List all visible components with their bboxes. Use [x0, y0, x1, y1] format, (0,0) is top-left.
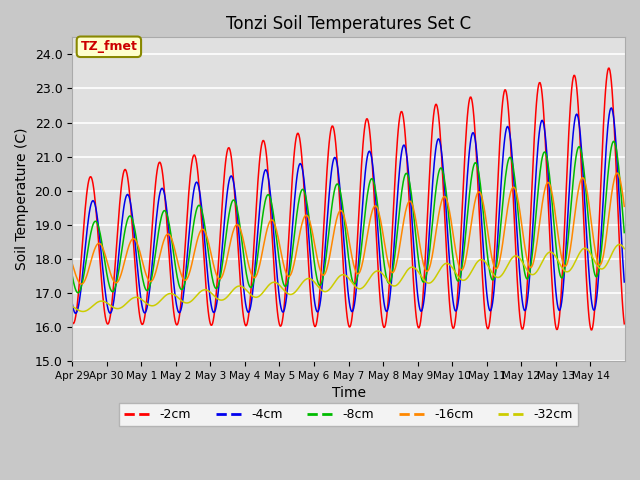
Text: TZ_fmet: TZ_fmet — [81, 40, 138, 53]
X-axis label: Time: Time — [332, 386, 365, 400]
Title: Tonzi Soil Temperatures Set C: Tonzi Soil Temperatures Set C — [226, 15, 471, 33]
Y-axis label: Soil Temperature (C): Soil Temperature (C) — [15, 128, 29, 271]
Legend: -2cm, -4cm, -8cm, -16cm, -32cm: -2cm, -4cm, -8cm, -16cm, -32cm — [120, 403, 578, 426]
